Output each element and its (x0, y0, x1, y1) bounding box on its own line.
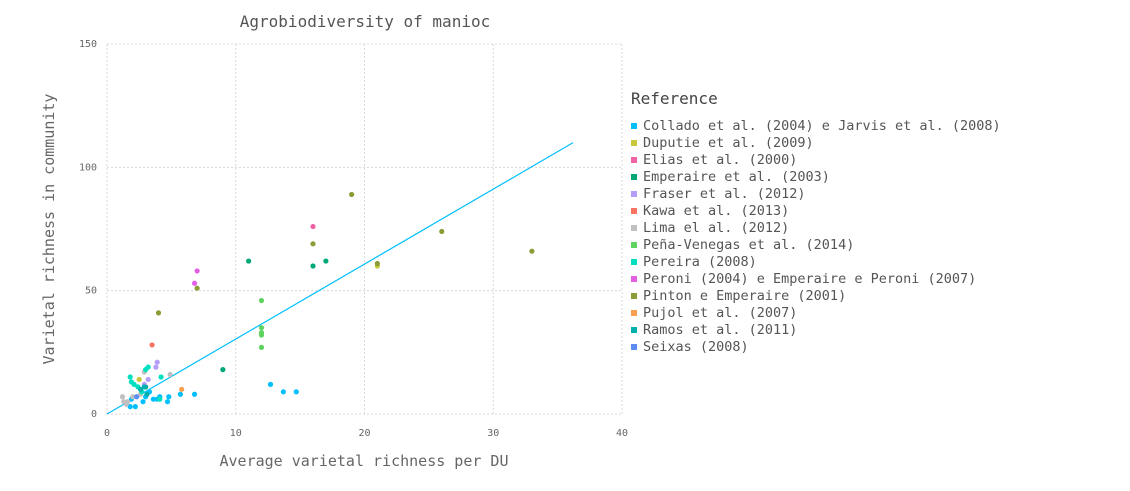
legend-label: Emperaire et al. (2003) (643, 169, 830, 185)
data-point (140, 399, 146, 405)
trend-line (106, 142, 574, 415)
legend-swatch (631, 310, 637, 316)
data-point (191, 280, 198, 286)
x-tick-label: 40 (616, 428, 628, 439)
trend-line-group (106, 142, 574, 415)
data-point (191, 391, 198, 397)
data-point (293, 389, 299, 395)
data-point (155, 310, 162, 316)
data-point (194, 285, 200, 291)
legend-swatch (631, 344, 637, 350)
legend-swatch (631, 276, 637, 282)
data-point (177, 391, 183, 397)
legend-title: Reference (631, 89, 718, 108)
legend-swatch (631, 174, 637, 180)
legend-swatch (631, 293, 637, 299)
legend-swatch (631, 225, 637, 231)
data-point (439, 228, 445, 235)
legend-swatch (631, 191, 637, 197)
data-point (123, 401, 129, 407)
legend-swatch (631, 140, 637, 146)
data-point (280, 389, 286, 395)
data-point (130, 394, 136, 400)
data-point (137, 386, 144, 392)
legend-label: Seixas (2008) (643, 339, 749, 355)
data-point (310, 241, 316, 247)
legend-label: Fraser et al. (2012) (643, 186, 806, 202)
x-axis-label: Average varietal richness per DU (220, 452, 509, 470)
axes: 0 10 20 30 40 0 50 100 150 (79, 39, 628, 439)
data-point (374, 260, 380, 267)
legend-swatch (631, 157, 637, 163)
data-point (136, 376, 142, 383)
legend-label: Pereira (2008) (643, 254, 757, 270)
data-point (194, 268, 200, 274)
y-tick-label: 50 (85, 286, 97, 297)
y-axis-label: Varietal richness in community (40, 94, 58, 365)
data-point (164, 399, 171, 405)
data-point (349, 191, 355, 198)
data-point (529, 248, 535, 254)
legend-swatch (631, 208, 637, 214)
data-point (153, 364, 159, 370)
data-point (310, 223, 316, 230)
data-point (258, 332, 265, 338)
data-point (258, 344, 265, 350)
data-point (323, 258, 329, 264)
data-point (141, 384, 147, 390)
y-tick-label: 0 (91, 409, 97, 420)
data-point (149, 342, 155, 348)
grid-lines (106, 43, 623, 415)
data-point (267, 381, 274, 387)
x-tick-label: 20 (358, 428, 370, 439)
data-point (154, 359, 160, 365)
y-tick-label: 100 (79, 162, 97, 173)
data-point (119, 394, 126, 400)
x-tick-label: 30 (487, 428, 499, 439)
data-point (310, 263, 316, 269)
data-point (220, 367, 226, 373)
legend-label: Ramos et al. (2011) (643, 322, 797, 338)
chart-title: Agrobiodiversity of manioc (240, 12, 490, 31)
legend-label: Pujol et al. (2007) (643, 305, 797, 321)
legend-swatch (631, 327, 637, 333)
data-points (119, 191, 535, 410)
y-tick-label: 150 (79, 39, 97, 50)
data-point (157, 396, 163, 402)
legend-label: Pinton e Emperaire (2001) (643, 288, 846, 304)
legend-swatch (631, 123, 637, 129)
data-point (134, 394, 140, 400)
legend-label: Duputie et al. (2009) (643, 135, 814, 151)
legend-label: Elias et al. (2000) (643, 152, 797, 168)
data-point (132, 404, 138, 410)
data-point (158, 374, 164, 380)
data-point (179, 386, 185, 392)
legend-items: Collado et al. (2004) e Jarvis et al. (2… (631, 118, 1001, 355)
data-point (246, 258, 252, 264)
legend-label: Peña-Venegas et al. (2014) (643, 237, 854, 253)
data-point (258, 297, 265, 304)
data-point (145, 376, 151, 383)
legend-swatch (631, 259, 637, 265)
legend: Reference Collado et al. (2004) e Jarvis… (631, 89, 1001, 355)
data-point (145, 364, 151, 370)
x-tick-label: 0 (104, 428, 110, 439)
data-point (166, 394, 172, 400)
data-point (150, 396, 156, 402)
legend-swatch (631, 242, 637, 248)
legend-label: Kawa et al. (2013) (643, 203, 789, 219)
data-point (144, 391, 150, 397)
legend-label: Collado et al. (2004) e Jarvis et al. (2… (643, 118, 1001, 134)
data-point (167, 371, 173, 378)
data-point (258, 325, 265, 331)
data-point (131, 381, 137, 387)
data-point (127, 374, 133, 380)
data-point (127, 404, 133, 410)
legend-label: Peroni (2004) e Emperaire e Peroni (2007… (643, 271, 976, 287)
legend-label: Lima el al. (2012) (643, 220, 789, 236)
x-tick-label: 10 (230, 428, 242, 439)
